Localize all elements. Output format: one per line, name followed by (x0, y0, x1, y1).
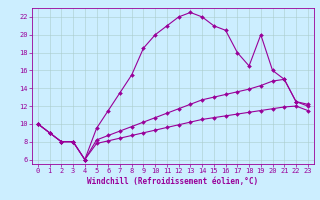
X-axis label: Windchill (Refroidissement éolien,°C): Windchill (Refroidissement éolien,°C) (87, 177, 258, 186)
